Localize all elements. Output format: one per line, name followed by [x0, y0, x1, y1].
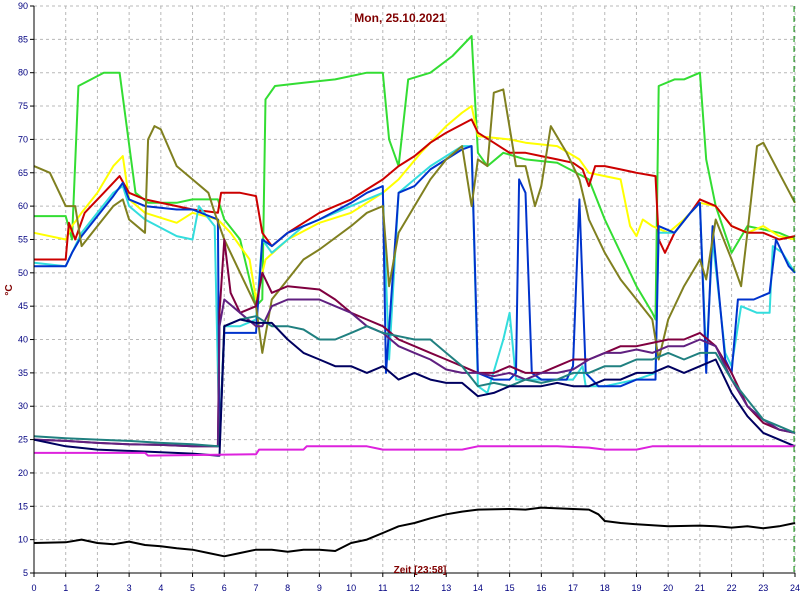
y-tick-label: 85	[18, 34, 28, 44]
y-tick-label: 55	[18, 234, 28, 244]
y-tick-label: 60	[18, 201, 28, 211]
series-line-10	[33, 318, 796, 457]
y-tick-label: 90	[18, 1, 28, 11]
x-tick-label: 22	[727, 583, 737, 593]
x-tick-label: 5	[190, 583, 195, 593]
series-line-8	[33, 298, 796, 448]
x-tick-label: 12	[409, 583, 419, 593]
y-tick-label: 20	[18, 468, 28, 478]
y-tick-label: 70	[18, 134, 28, 144]
x-tick-label: 10	[346, 583, 356, 593]
y-tick-label: 25	[18, 435, 28, 445]
series-layer	[33, 35, 796, 558]
x-tick-label: 24	[790, 583, 800, 593]
y-tick-labels: 5 10 15 20 25 30 35 40 45 50 55 60 65 70 75 80 85 90	[18, 1, 34, 578]
y-tick-label: 30	[18, 401, 28, 411]
y-tick-label: 40	[18, 335, 28, 345]
x-tick-label: 15	[505, 583, 515, 593]
x-tick-label: 7	[253, 583, 258, 593]
y-tick-label: 45	[18, 301, 28, 311]
series-line-2	[33, 105, 796, 301]
x-tick-label: 2	[95, 583, 100, 593]
x-tick-label: 9	[317, 583, 322, 593]
x-tick-label: 20	[663, 583, 673, 593]
x-tick-label: 19	[631, 583, 641, 593]
series-line-6	[33, 88, 796, 361]
y-tick-label: 75	[18, 101, 28, 111]
y-tick-label: 50	[18, 268, 28, 278]
x-axis-label: Zeit [23:58]	[394, 565, 447, 576]
x-tick-labels: 0 1 2 3 4 5 6 7 8 9 10 11 12 13 14 15 16 17 18 19 20 21 22 23 24	[31, 573, 800, 593]
x-tick-label: 18	[600, 583, 610, 593]
y-tick-label: 65	[18, 168, 28, 178]
y-tick-label: 10	[18, 535, 28, 545]
y-tick-label: 35	[18, 368, 28, 378]
y-tick-label: 80	[18, 68, 28, 78]
x-tick-label: 6	[222, 583, 227, 593]
chart-title: Mon, 25.10.2021	[354, 11, 446, 25]
y-tick-label: 15	[18, 501, 28, 511]
y-tick-label: 5	[23, 568, 28, 578]
x-tick-label: 14	[473, 583, 483, 593]
x-tick-label: 21	[695, 583, 705, 593]
y-axis-label: °C	[4, 284, 15, 295]
series-line-3	[34, 118, 796, 261]
x-tick-label: 11	[378, 583, 387, 593]
x-tick-label: 13	[441, 583, 451, 593]
x-tick-label: 17	[568, 583, 578, 593]
x-tick-label: 16	[536, 583, 546, 593]
x-tick-label: 23	[758, 583, 768, 593]
series-line-11	[34, 445, 795, 457]
x-tick-label: 4	[158, 583, 163, 593]
x-tick-label: 0	[31, 583, 36, 593]
series-line-12	[33, 506, 796, 558]
x-tick-label: 3	[127, 583, 132, 593]
series-line-7	[33, 238, 796, 448]
x-tick-label: 1	[63, 583, 68, 593]
x-tick-label: 8	[285, 583, 290, 593]
